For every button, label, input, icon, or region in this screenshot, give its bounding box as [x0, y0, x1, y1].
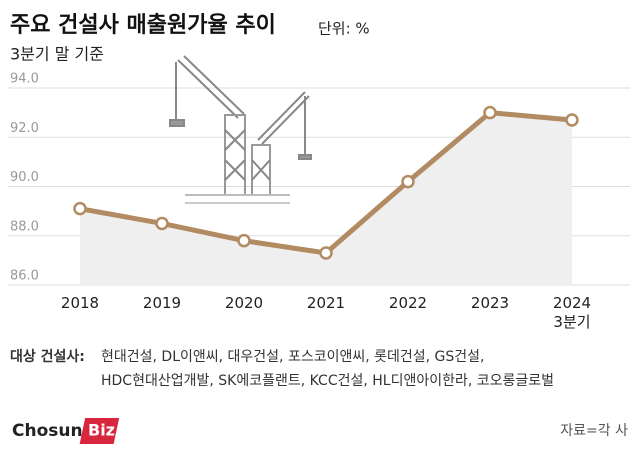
crane-illustration [169, 55, 312, 204]
x-tick-label: 2023 [470, 294, 510, 312]
marker [483, 105, 497, 120]
x-tick-label: 2024 3분기 [552, 294, 592, 331]
subtitle: 3분기 말 기준 [10, 45, 104, 64]
marker [155, 216, 169, 231]
area [80, 112, 572, 285]
y-tick-label: 88.0 [10, 219, 39, 234]
logo-badge: Biz [88, 421, 115, 440]
logo-text: Chosun [12, 421, 83, 441]
marker [237, 233, 251, 248]
y-tick-label: 94.0 [10, 72, 39, 87]
y-tick-label: 90.0 [10, 170, 39, 185]
chart-title: 주요 건설사 매출원가율 추이 [10, 13, 276, 38]
x-tick-label: 2020 [224, 294, 264, 312]
x-tick-label: 2021 [306, 294, 346, 312]
x-tick-label: 2022 [388, 294, 428, 312]
logo-badge-bg [79, 418, 120, 444]
y-tick-label: 86.0 [10, 269, 39, 284]
y-tick-label: 92.0 [10, 121, 39, 136]
source: 자료=각 사 [560, 423, 628, 439]
marker [319, 246, 333, 260]
marker [401, 174, 415, 189]
x-tick-label: 2019 [142, 294, 182, 312]
x-tick-label: 2018 [60, 294, 100, 312]
notes-label: 대상 건설사: [10, 348, 85, 365]
marker [73, 201, 87, 216]
notes-line: 현대건설, DL이앤씨, 대우건설, 포스코이앤씨, 롯데건설, GS건설, [101, 349, 485, 365]
marker [565, 113, 579, 127]
notes-line: HDC현대산업개발, SK에코플랜트, KCC건설, HL디앤아이한라, 코오롱… [101, 373, 554, 389]
unit-label: 단위: % [318, 20, 370, 38]
